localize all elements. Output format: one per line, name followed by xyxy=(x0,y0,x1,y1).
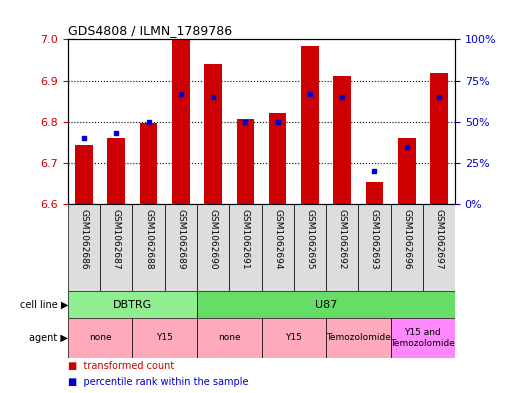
Text: GDS4808 / ILMN_1789786: GDS4808 / ILMN_1789786 xyxy=(68,24,232,37)
Bar xyxy=(326,318,391,358)
Text: none: none xyxy=(218,334,241,342)
Text: Y15: Y15 xyxy=(286,334,302,342)
Bar xyxy=(100,204,132,291)
Text: GSM1062696: GSM1062696 xyxy=(402,209,411,269)
Bar xyxy=(165,204,197,291)
Bar xyxy=(326,204,358,291)
Text: DBTRG: DBTRG xyxy=(113,299,152,310)
Text: GSM1062694: GSM1062694 xyxy=(273,209,282,269)
Bar xyxy=(68,291,197,318)
Bar xyxy=(423,204,455,291)
Bar xyxy=(140,123,157,204)
Text: Temozolomide: Temozolomide xyxy=(326,334,391,342)
Bar xyxy=(108,138,125,204)
Bar xyxy=(197,291,455,318)
Bar xyxy=(358,204,391,291)
Bar xyxy=(68,204,100,291)
Bar xyxy=(269,113,287,204)
Bar xyxy=(172,39,190,204)
Bar xyxy=(75,145,93,204)
Text: agent ▶: agent ▶ xyxy=(29,333,68,343)
Bar xyxy=(366,182,383,204)
Bar xyxy=(294,204,326,291)
Text: cell line ▶: cell line ▶ xyxy=(20,299,68,310)
Bar xyxy=(391,204,423,291)
Text: GSM1062689: GSM1062689 xyxy=(176,209,185,269)
Bar xyxy=(430,73,448,204)
Bar xyxy=(333,75,351,204)
Text: GSM1062692: GSM1062692 xyxy=(338,209,347,269)
Bar xyxy=(68,318,132,358)
Bar xyxy=(197,318,262,358)
Bar xyxy=(398,138,415,204)
Text: ■  percentile rank within the sample: ■ percentile rank within the sample xyxy=(68,377,248,387)
Text: none: none xyxy=(89,334,111,342)
Bar xyxy=(204,64,222,204)
Text: GSM1062693: GSM1062693 xyxy=(370,209,379,269)
Text: Y15: Y15 xyxy=(156,334,173,342)
Bar xyxy=(132,204,165,291)
Bar xyxy=(197,204,229,291)
Text: Y15 and
Temozolomide: Y15 and Temozolomide xyxy=(390,328,455,348)
Bar xyxy=(132,318,197,358)
Text: GSM1062697: GSM1062697 xyxy=(435,209,444,269)
Text: GSM1062687: GSM1062687 xyxy=(112,209,121,269)
Text: GSM1062686: GSM1062686 xyxy=(79,209,88,269)
Text: GSM1062695: GSM1062695 xyxy=(305,209,314,269)
Bar xyxy=(236,119,254,204)
Bar xyxy=(391,318,455,358)
Text: GSM1062691: GSM1062691 xyxy=(241,209,250,269)
Text: ■  transformed count: ■ transformed count xyxy=(68,362,174,371)
Text: U87: U87 xyxy=(315,299,337,310)
Bar xyxy=(301,46,319,204)
Bar xyxy=(229,204,262,291)
Bar xyxy=(262,204,294,291)
Text: GSM1062690: GSM1062690 xyxy=(209,209,218,269)
Text: GSM1062688: GSM1062688 xyxy=(144,209,153,269)
Bar xyxy=(262,318,326,358)
